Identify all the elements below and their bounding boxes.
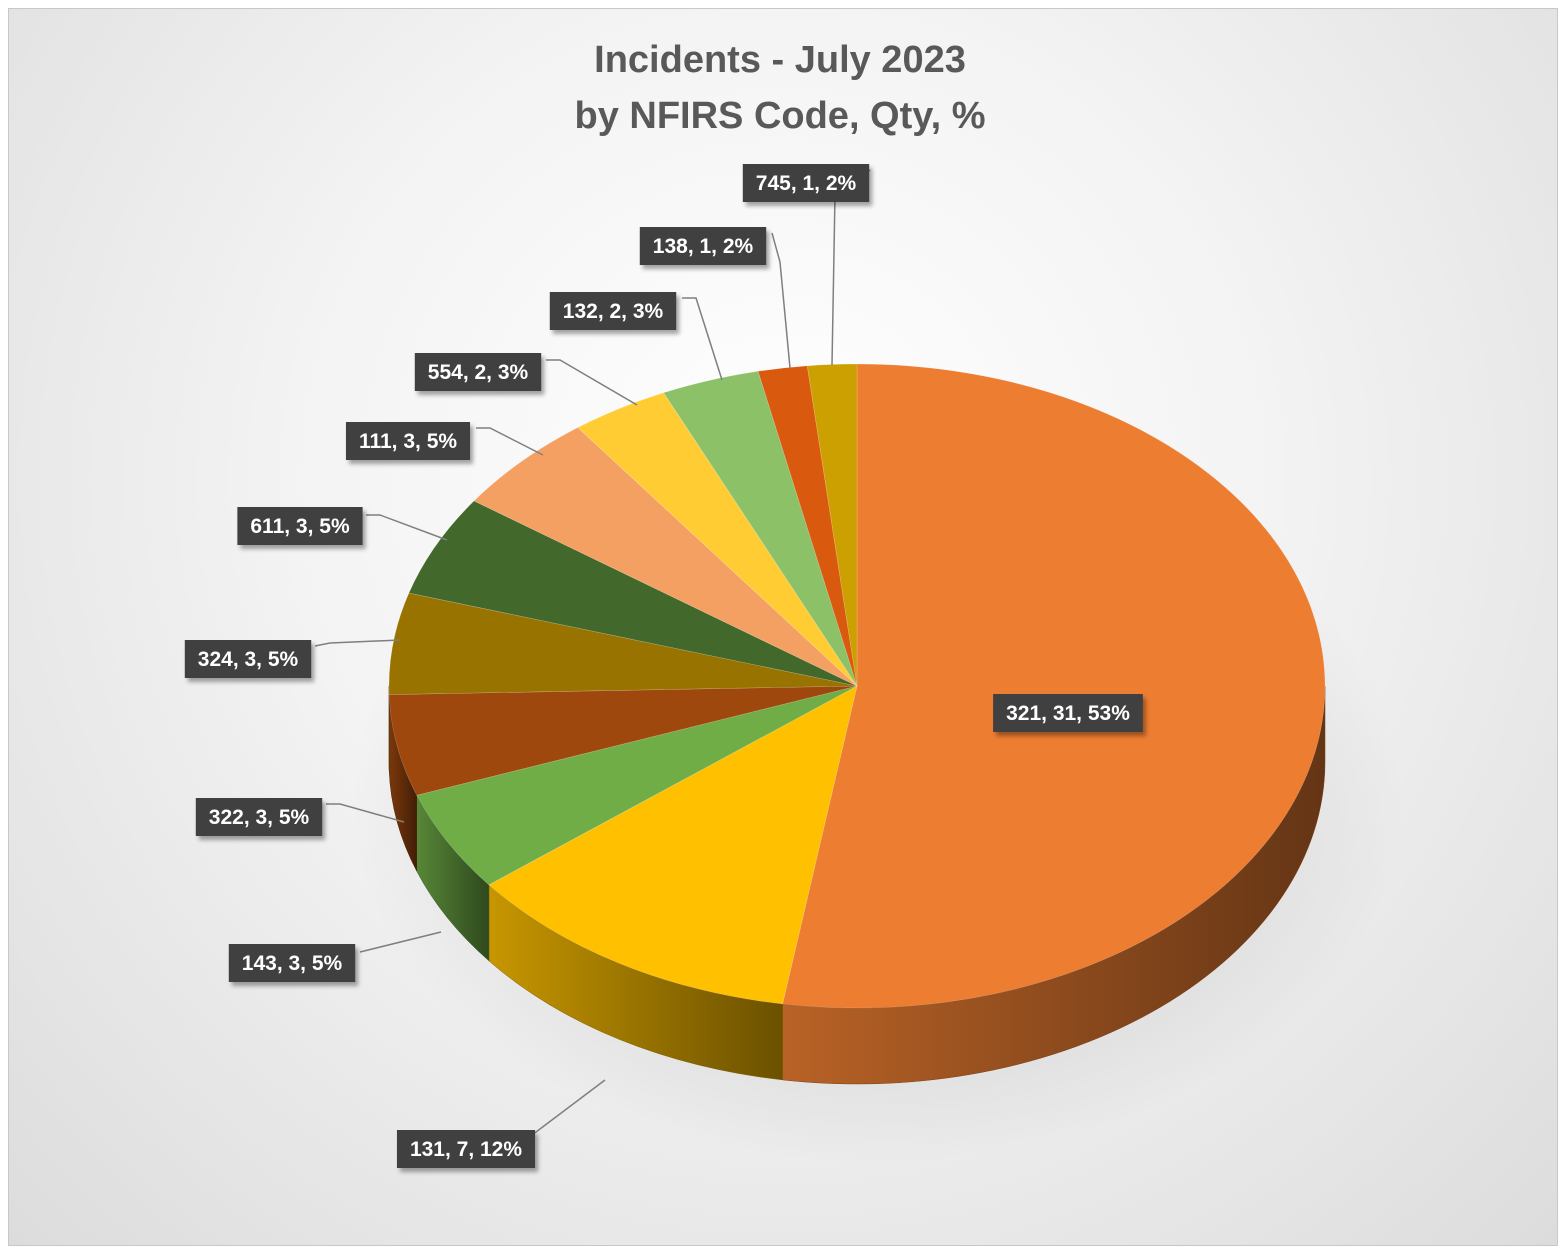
leader-line-131 — [531, 1079, 606, 1136]
data-label-text-131: 131, 7, 12% — [410, 1138, 522, 1161]
data-label-box-131 — [396, 1130, 536, 1168]
data-label-text-554: 554, 2, 3% — [428, 361, 529, 384]
chart-title-line1: Incidents - July 2023 — [594, 39, 966, 81]
data-label-text-324: 324, 3, 5% — [198, 648, 299, 671]
data-label-box-324 — [184, 640, 312, 678]
data-label-box-322 — [195, 798, 323, 836]
pie-slice-322[interactable] — [388, 685, 858, 796]
pie-slice-138[interactable] — [757, 365, 858, 687]
data-label-138: 138, 1, 2% — [639, 227, 767, 265]
leader-line-138 — [771, 232, 791, 369]
data-label-131: 131, 7, 12% — [396, 1130, 536, 1168]
leader-line-322 — [326, 803, 405, 823]
data-label-text-143: 143, 3, 5% — [242, 952, 343, 975]
data-label-box-111 — [345, 422, 471, 460]
data-label-box-745 — [742, 164, 870, 202]
pie-slice-111[interactable] — [473, 427, 858, 687]
data-label-text-322: 322, 3, 5% — [209, 806, 310, 829]
pie-slice-143[interactable] — [416, 685, 858, 886]
leader-line-554 — [546, 359, 638, 406]
pie-slice-132[interactable] — [663, 370, 858, 687]
data-label-text-132: 132, 2, 3% — [563, 300, 664, 323]
data-label-box-138 — [639, 227, 767, 265]
data-label-745: 745, 1, 2% — [742, 164, 870, 202]
data-label-132: 132, 2, 3% — [549, 292, 677, 330]
chart-title: Incidents - July 2023 by NFIRS Code, Qty… — [0, 32, 1560, 144]
leader-line-611 — [366, 514, 448, 541]
data-label-box-554 — [414, 353, 542, 391]
data-label-143: 143, 3, 5% — [228, 944, 356, 982]
chart-title-line2: by NFIRS Code, Qty, % — [574, 95, 986, 137]
data-label-text-138: 138, 1, 2% — [653, 235, 754, 258]
leader-line-132 — [682, 297, 723, 381]
leader-line-324 — [314, 639, 401, 647]
data-label-554: 554, 2, 3% — [414, 353, 542, 391]
data-label-box-143 — [228, 944, 356, 982]
pie-slice-321[interactable] — [782, 363, 1326, 1009]
pie-slice-611[interactable] — [408, 500, 858, 687]
data-label-box-321 — [993, 694, 1143, 732]
data-label-321: 321, 31, 53% — [993, 694, 1143, 732]
data-label-324: 324, 3, 5% — [184, 640, 312, 678]
pie-slice-554[interactable] — [577, 392, 858, 687]
data-label-111: 111, 3, 5% — [345, 422, 471, 460]
data-label-text-745: 745, 1, 2% — [756, 172, 857, 195]
leader-line-111 — [476, 427, 544, 456]
data-label-text-611: 611, 3, 5% — [250, 515, 350, 538]
data-label-322: 322, 3, 5% — [195, 798, 323, 836]
data-label-box-132 — [549, 292, 677, 330]
pie-slice-324[interactable] — [388, 592, 858, 695]
data-label-text-111: 111, 3, 5% — [359, 430, 457, 453]
data-label-text-321: 321, 31, 53% — [1006, 702, 1130, 725]
data-label-611: 611, 3, 5% — [237, 507, 363, 545]
data-label-box-611 — [237, 507, 363, 545]
leader-line-143 — [359, 931, 442, 953]
pie-slice-131[interactable] — [488, 685, 858, 1005]
